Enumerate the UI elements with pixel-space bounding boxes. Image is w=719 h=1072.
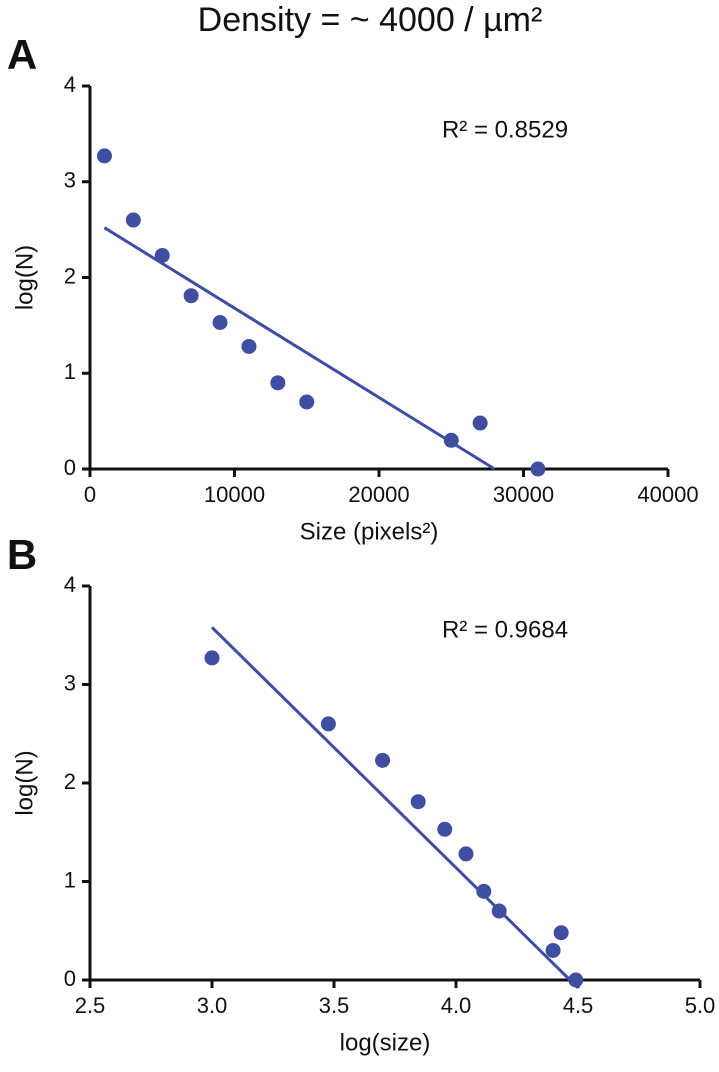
y-tick-label: 1 (64, 359, 76, 384)
x-tick-label: 20000 (348, 482, 409, 507)
y-tick-label: 2 (64, 769, 76, 794)
data-point (530, 461, 546, 477)
x-tick-label: 2.5 (75, 993, 106, 1018)
x-axis-label: log(size) (340, 1029, 431, 1056)
x-tick-label: 4.5 (563, 993, 594, 1018)
data-point (437, 821, 453, 837)
data-point (125, 212, 141, 228)
y-tick-label: 0 (64, 966, 76, 991)
annotation: R² = 0.8529 (442, 116, 568, 143)
data-point (154, 247, 170, 263)
data-point (410, 794, 426, 810)
y-tick-label: 1 (64, 867, 76, 892)
data-point (458, 846, 474, 862)
data-point (375, 752, 391, 768)
data-point (476, 883, 492, 899)
x-tick-label: 40000 (637, 482, 698, 507)
data-point (270, 375, 286, 391)
data-point (545, 942, 561, 958)
fit-line (103, 226, 496, 471)
data-point (472, 415, 488, 431)
panel-label: B (7, 531, 37, 578)
x-tick-label: 0 (84, 482, 96, 507)
y-axis-label: log(N) (11, 750, 38, 815)
y-axis-label: log(N) (11, 245, 38, 310)
x-tick-label: 4.0 (441, 993, 472, 1018)
y-tick-label: 0 (64, 455, 76, 480)
x-axis-label: Size (pixels²) (300, 518, 439, 545)
x-tick-label: 3.0 (197, 993, 228, 1018)
figure-title: Density = ~ 4000 / µm² (198, 1, 543, 39)
data-point (320, 716, 336, 732)
fit-line (210, 626, 580, 989)
data-point (96, 148, 112, 164)
data-point (212, 315, 228, 331)
data-point (299, 394, 315, 410)
x-tick-label: 5.0 (685, 993, 716, 1018)
data-point (241, 338, 257, 354)
data-point (204, 650, 220, 666)
y-tick-label: 2 (64, 263, 76, 288)
y-tick-label: 4 (64, 572, 76, 597)
x-tick-label: 3.5 (319, 993, 350, 1018)
panel-label: A (7, 31, 37, 78)
y-tick-label: 4 (64, 72, 76, 97)
x-tick-label: 30000 (493, 482, 554, 507)
annotation: R² = 0.9684 (442, 616, 568, 643)
data-point (553, 925, 569, 941)
y-tick-label: 3 (64, 168, 76, 193)
y-tick-label: 3 (64, 670, 76, 695)
x-tick-label: 10000 (204, 482, 265, 507)
data-point (183, 288, 199, 304)
